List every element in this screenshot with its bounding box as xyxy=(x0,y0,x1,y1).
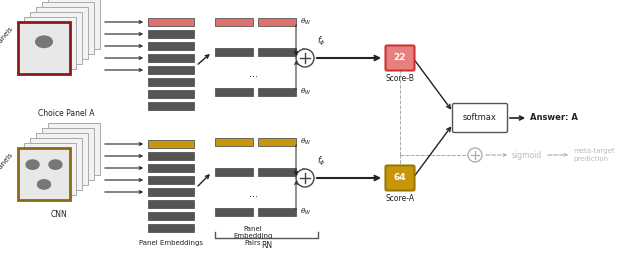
Bar xyxy=(215,138,253,146)
Bar xyxy=(48,123,100,175)
Bar xyxy=(18,148,70,200)
Bar xyxy=(148,102,194,110)
FancyBboxPatch shape xyxy=(385,166,415,191)
Bar xyxy=(42,2,94,54)
Bar xyxy=(215,88,253,96)
Text: sigmoid: sigmoid xyxy=(512,151,542,159)
Circle shape xyxy=(296,169,314,187)
Text: $\theta_W$: $\theta_W$ xyxy=(300,87,311,97)
Bar xyxy=(215,48,253,56)
Text: CNN: CNN xyxy=(51,210,67,219)
FancyBboxPatch shape xyxy=(385,46,415,70)
Text: meta-target
prediction: meta-target prediction xyxy=(573,148,614,161)
Text: $f_\phi$: $f_\phi$ xyxy=(317,35,326,48)
Bar xyxy=(258,208,296,216)
Ellipse shape xyxy=(38,180,51,189)
Bar xyxy=(215,18,253,26)
Bar xyxy=(36,7,88,59)
Text: $\theta_W$: $\theta_W$ xyxy=(300,17,311,27)
Text: $f_\phi$: $f_\phi$ xyxy=(317,155,326,168)
Bar xyxy=(148,176,194,184)
Bar xyxy=(148,66,194,74)
Bar xyxy=(148,18,194,26)
Text: 22: 22 xyxy=(394,54,406,62)
Bar xyxy=(148,42,194,50)
Bar xyxy=(148,188,194,196)
Bar xyxy=(258,48,296,56)
Text: Panel
Embedding
Pairs: Panel Embedding Pairs xyxy=(234,226,273,246)
Text: $\theta_W$: $\theta_W$ xyxy=(300,47,311,57)
Bar xyxy=(30,12,82,64)
Text: ...: ... xyxy=(248,189,257,199)
Text: Answer: A: Answer: A xyxy=(530,114,578,122)
Bar xyxy=(148,78,194,86)
Bar xyxy=(148,30,194,38)
Text: $\theta_W$: $\theta_W$ xyxy=(300,137,311,147)
Bar xyxy=(148,224,194,232)
Ellipse shape xyxy=(36,36,52,48)
Bar xyxy=(215,208,253,216)
Text: 64: 64 xyxy=(394,173,406,183)
Bar xyxy=(258,138,296,146)
Bar xyxy=(148,140,194,148)
Text: $\theta_W$: $\theta_W$ xyxy=(300,207,311,217)
Text: Choice Panel A: Choice Panel A xyxy=(38,109,94,118)
Bar xyxy=(30,138,82,190)
Bar xyxy=(148,164,194,172)
Bar xyxy=(24,17,76,69)
Text: Score-B: Score-B xyxy=(385,74,415,83)
Text: Score-A: Score-A xyxy=(385,194,415,203)
Text: $\theta_W$: $\theta_W$ xyxy=(300,167,311,177)
Bar xyxy=(258,168,296,176)
Bar xyxy=(24,143,76,195)
Bar xyxy=(36,133,88,185)
Bar xyxy=(258,88,296,96)
Circle shape xyxy=(296,49,314,67)
Text: Panel Embeddings: Panel Embeddings xyxy=(139,240,203,246)
Bar xyxy=(42,128,94,180)
Text: Context Panels: Context Panels xyxy=(0,152,14,196)
Text: ...: ... xyxy=(248,69,257,79)
Text: RN: RN xyxy=(261,241,272,250)
Ellipse shape xyxy=(49,160,62,169)
Bar xyxy=(48,0,100,49)
Bar xyxy=(148,90,194,98)
Bar xyxy=(215,168,253,176)
Text: softmax: softmax xyxy=(463,114,497,122)
Bar xyxy=(18,22,70,74)
Bar xyxy=(258,18,296,26)
Text: Context Panels: Context Panels xyxy=(0,26,14,70)
Bar xyxy=(148,212,194,220)
Bar xyxy=(148,54,194,62)
Circle shape xyxy=(468,148,482,162)
Bar xyxy=(148,152,194,160)
Bar xyxy=(148,200,194,208)
FancyBboxPatch shape xyxy=(452,103,508,133)
Ellipse shape xyxy=(26,160,39,169)
